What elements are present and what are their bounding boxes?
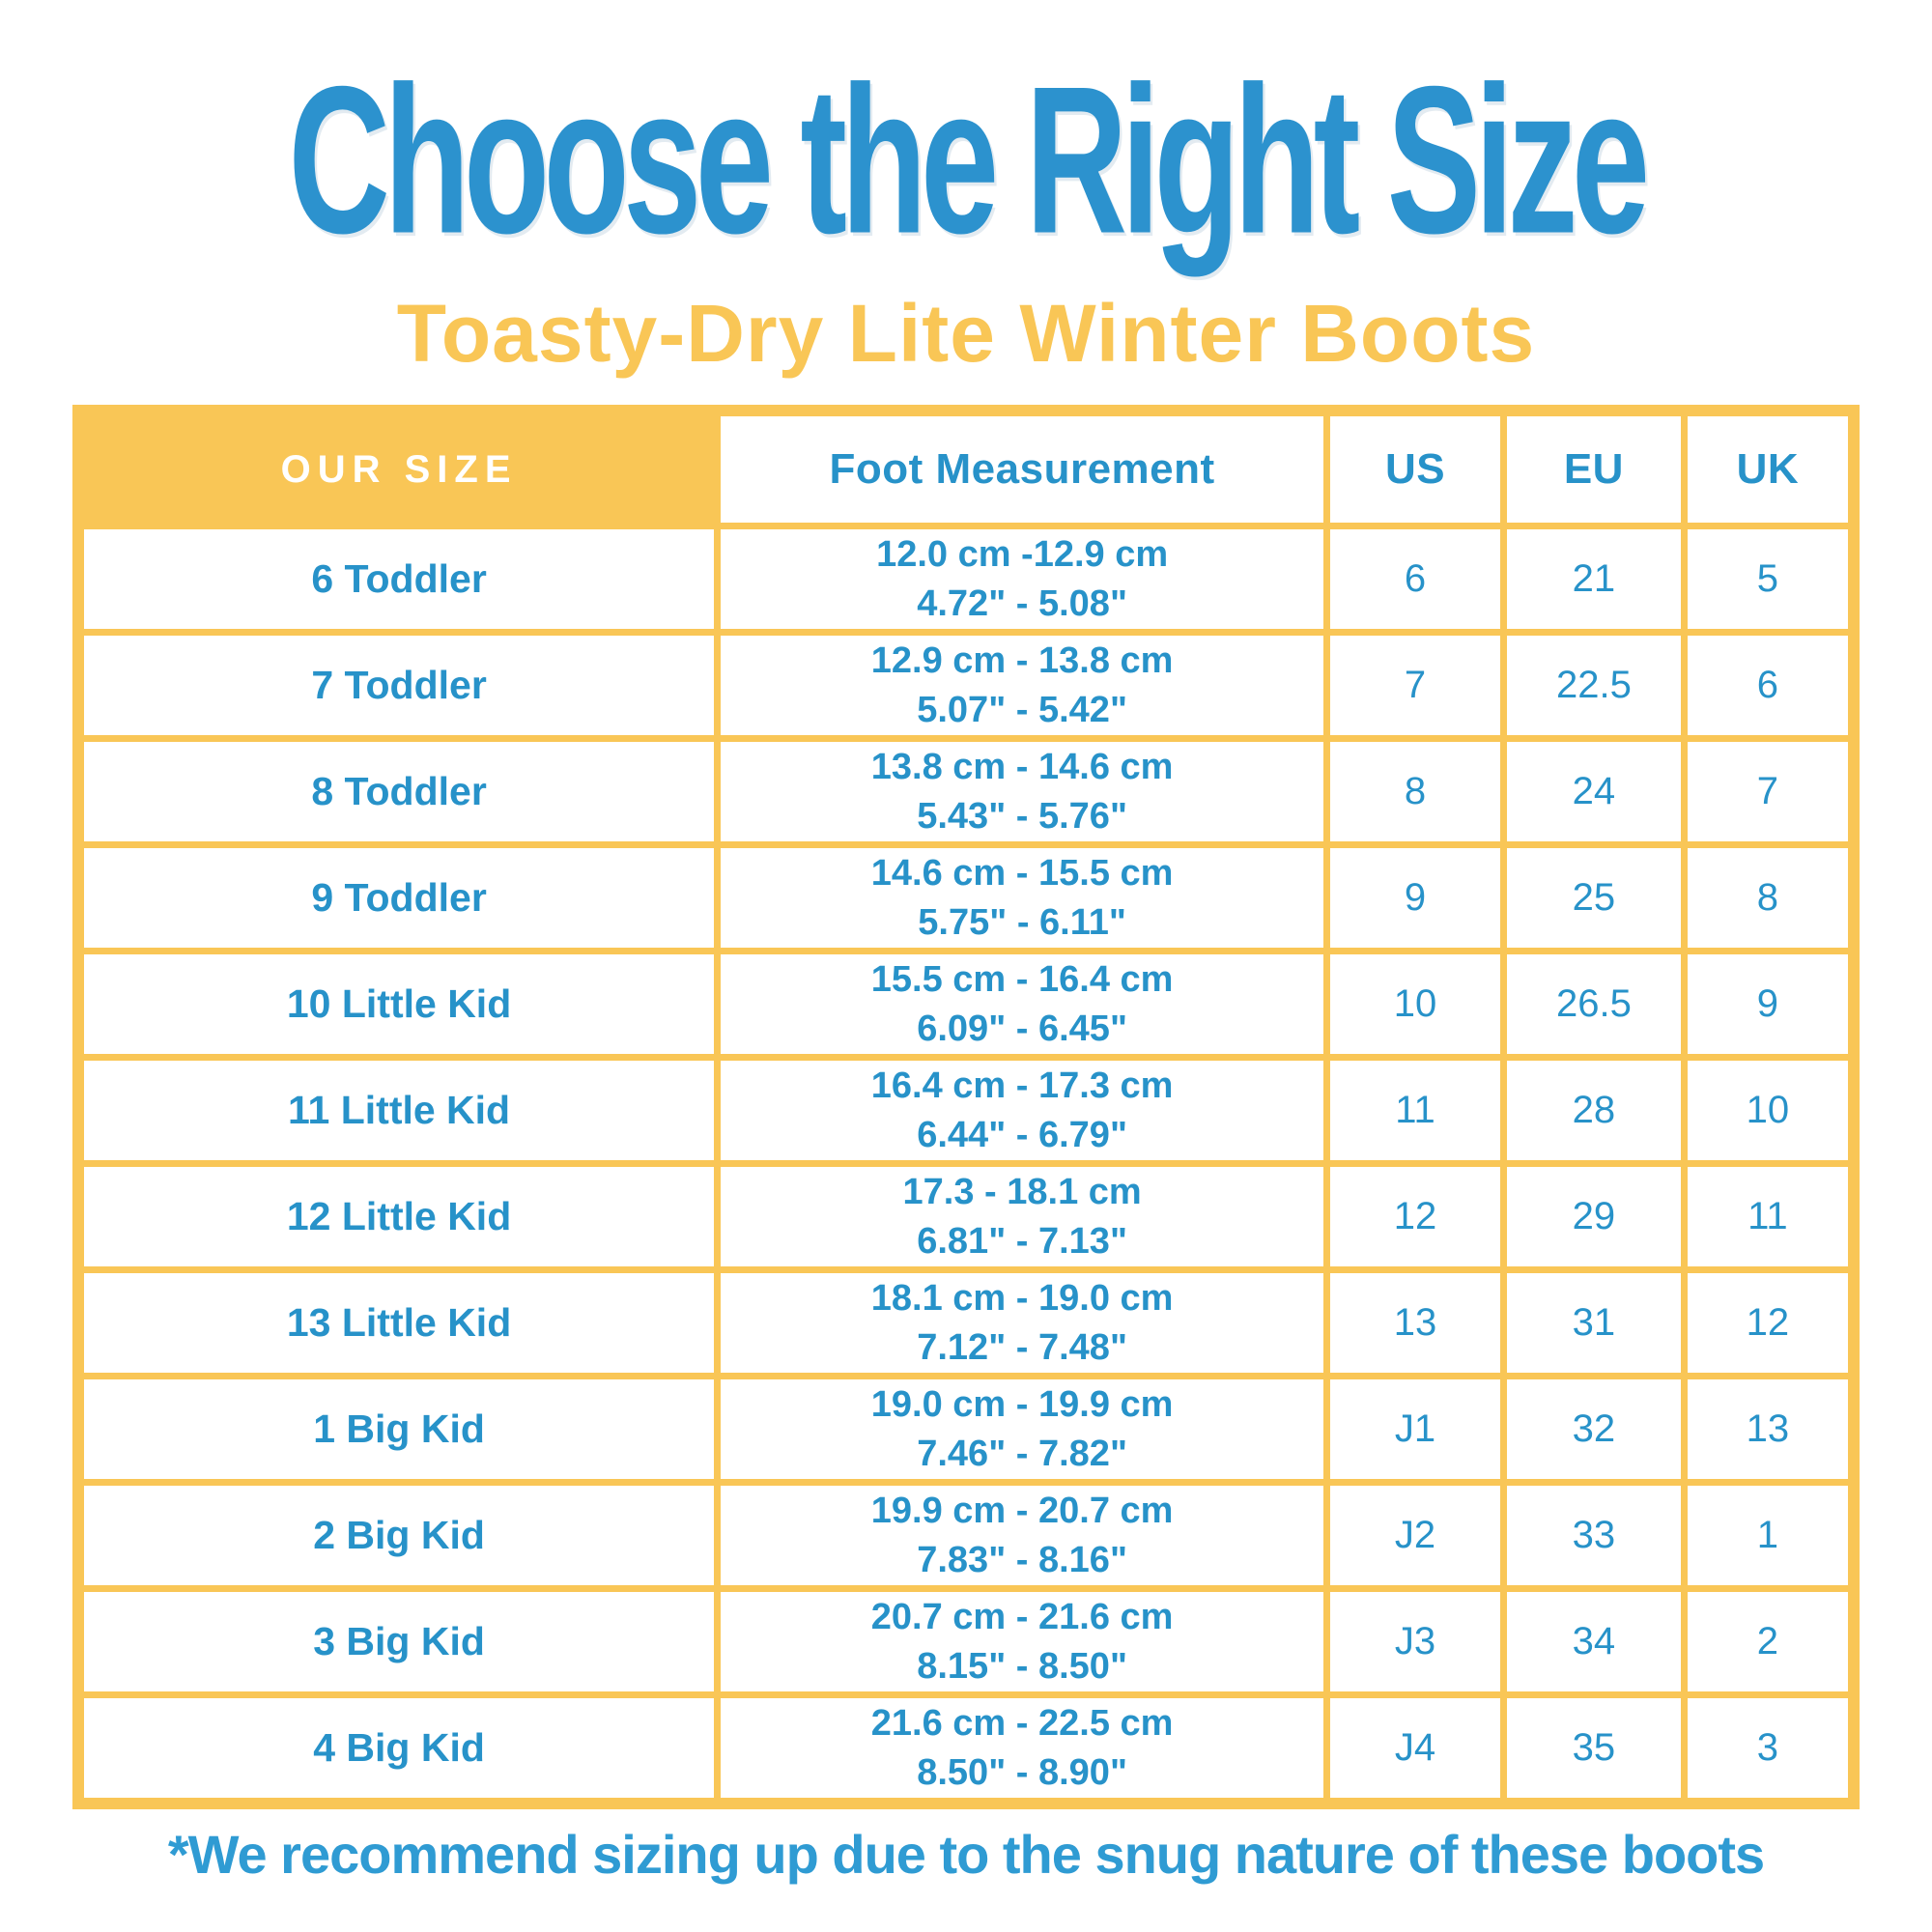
uk-size-cell: 5 <box>1687 529 1848 629</box>
us-size-cell: 13 <box>1330 1273 1500 1373</box>
eu-size-cell: 24 <box>1507 742 1681 841</box>
foot-measurement-cell: 12.0 cm -12.9 cm 4.72" - 5.08" <box>721 529 1324 629</box>
measurement-inches: 7.83" - 8.16" <box>917 1539 1127 1580</box>
size-table: OUR SIZE Foot Measurement US EU UK 6 Tod… <box>72 405 1860 1809</box>
size-cell: 12 Little Kid <box>84 1167 715 1266</box>
us-size-cell: 9 <box>1330 848 1500 948</box>
uk-size-cell: 9 <box>1687 954 1848 1054</box>
measurement-inches: 6.81" - 7.13" <box>917 1220 1127 1262</box>
foot-measurement-cell: 16.4 cm - 17.3 cm 6.44" - 6.79" <box>721 1061 1324 1160</box>
size-cell: 7 Toddler <box>84 636 715 735</box>
size-cell: 9 Toddler <box>84 848 715 948</box>
measurement-cm: 13.8 cm - 14.6 cm <box>870 747 1174 788</box>
us-size-cell: 7 <box>1330 636 1500 735</box>
measurement-cm: 20.7 cm - 21.6 cm <box>870 1597 1174 1638</box>
us-size-cell: 8 <box>1330 742 1500 841</box>
size-cell: 2 Big Kid <box>84 1486 715 1585</box>
measurement-cm: 12.0 cm -12.9 cm <box>876 534 1169 576</box>
eu-size-cell: 26.5 <box>1507 954 1681 1054</box>
measurement-cm: 17.3 - 18.1 cm <box>902 1172 1142 1213</box>
eu-size-cell: 32 <box>1507 1379 1681 1479</box>
column-header-foot-measurement: Foot Measurement <box>721 416 1324 523</box>
size-cell: 6 Toddler <box>84 529 715 629</box>
uk-size-cell: 13 <box>1687 1379 1848 1479</box>
measurement-inches: 5.07" - 5.42" <box>917 689 1127 730</box>
us-size-cell: J1 <box>1330 1379 1500 1479</box>
page-title: Choose the Right Size <box>288 43 1650 277</box>
measurement-cm: 19.9 cm - 20.7 cm <box>870 1491 1174 1532</box>
eu-size-cell: 35 <box>1507 1698 1681 1798</box>
uk-size-cell: 3 <box>1687 1698 1848 1798</box>
size-cell: 3 Big Kid <box>84 1592 715 1691</box>
foot-measurement-cell: 14.6 cm - 15.5 cm 5.75" - 6.11" <box>721 848 1324 948</box>
us-size-cell: 11 <box>1330 1061 1500 1160</box>
eu-size-cell: 28 <box>1507 1061 1681 1160</box>
measurement-cm: 16.4 cm - 17.3 cm <box>870 1065 1174 1107</box>
foot-measurement-cell: 17.3 - 18.1 cm 6.81" - 7.13" <box>721 1167 1324 1266</box>
eu-size-cell: 29 <box>1507 1167 1681 1266</box>
measurement-inches: 6.09" - 6.45" <box>917 1008 1127 1049</box>
measurement-inches: 8.15" - 8.50" <box>917 1645 1127 1687</box>
uk-size-cell: 10 <box>1687 1061 1848 1160</box>
foot-measurement-cell: 20.7 cm - 21.6 cm 8.15" - 8.50" <box>721 1592 1324 1691</box>
us-size-cell: 10 <box>1330 954 1500 1054</box>
foot-measurement-cell: 19.0 cm - 19.9 cm 7.46" - 7.82" <box>721 1379 1324 1479</box>
eu-size-cell: 25 <box>1507 848 1681 948</box>
sizing-footnote: *We recommend sizing up due to the snug … <box>167 1824 1765 1885</box>
foot-measurement-cell: 18.1 cm - 19.0 cm 7.12" - 7.48" <box>721 1273 1324 1373</box>
us-size-cell: 6 <box>1330 529 1500 629</box>
uk-size-cell: 8 <box>1687 848 1848 948</box>
us-size-cell: J4 <box>1330 1698 1500 1798</box>
foot-measurement-cell: 15.5 cm - 16.4 cm 6.09" - 6.45" <box>721 954 1324 1054</box>
us-size-cell: J2 <box>1330 1486 1500 1585</box>
measurement-inches: 6.44" - 6.79" <box>917 1114 1127 1155</box>
foot-measurement-cell: 19.9 cm - 20.7 cm 7.83" - 8.16" <box>721 1486 1324 1585</box>
uk-size-cell: 6 <box>1687 636 1848 735</box>
uk-size-cell: 12 <box>1687 1273 1848 1373</box>
measurement-inches: 4.72" - 5.08" <box>917 582 1127 624</box>
measurement-inches: 5.75" - 6.11" <box>918 901 1126 943</box>
eu-size-cell: 34 <box>1507 1592 1681 1691</box>
foot-measurement-cell: 13.8 cm - 14.6 cm 5.43" - 5.76" <box>721 742 1324 841</box>
foot-measurement-cell: 21.6 cm - 22.5 cm 8.50" - 8.90" <box>721 1698 1324 1798</box>
us-size-cell: 12 <box>1330 1167 1500 1266</box>
measurement-inches: 5.43" - 5.76" <box>917 795 1127 837</box>
size-cell: 13 Little Kid <box>84 1273 715 1373</box>
uk-size-cell: 1 <box>1687 1486 1848 1585</box>
measurement-inches: 7.12" - 7.48" <box>917 1326 1127 1368</box>
column-header-uk: UK <box>1687 416 1848 523</box>
foot-measurement-cell: 12.9 cm - 13.8 cm 5.07" - 5.42" <box>721 636 1324 735</box>
eu-size-cell: 33 <box>1507 1486 1681 1585</box>
uk-size-cell: 2 <box>1687 1592 1848 1691</box>
size-cell: 11 Little Kid <box>84 1061 715 1160</box>
size-cell: 10 Little Kid <box>84 954 715 1054</box>
measurement-cm: 12.9 cm - 13.8 cm <box>870 640 1174 682</box>
size-cell: 4 Big Kid <box>84 1698 715 1798</box>
measurement-cm: 21.6 cm - 22.5 cm <box>870 1703 1174 1745</box>
uk-size-cell: 7 <box>1687 742 1848 841</box>
measurement-inches: 7.46" - 7.82" <box>917 1433 1127 1474</box>
size-cell: 1 Big Kid <box>84 1379 715 1479</box>
eu-size-cell: 21 <box>1507 529 1681 629</box>
column-header-us: US <box>1330 416 1500 523</box>
product-subtitle: Toasty-Dry Lite Winter Boots <box>396 288 1536 379</box>
measurement-cm: 18.1 cm - 19.0 cm <box>870 1278 1174 1320</box>
eu-size-cell: 22.5 <box>1507 636 1681 735</box>
column-header-eu: EU <box>1507 416 1681 523</box>
measurement-inches: 8.50" - 8.90" <box>917 1751 1127 1793</box>
measurement-cm: 14.6 cm - 15.5 cm <box>870 853 1174 895</box>
size-cell: 8 Toddler <box>84 742 715 841</box>
measurement-cm: 19.0 cm - 19.9 cm <box>870 1384 1174 1426</box>
us-size-cell: J3 <box>1330 1592 1500 1691</box>
measurement-cm: 15.5 cm - 16.4 cm <box>870 959 1174 1001</box>
eu-size-cell: 31 <box>1507 1273 1681 1373</box>
column-header-our-size: OUR SIZE <box>280 447 518 491</box>
uk-size-cell: 11 <box>1687 1167 1848 1266</box>
